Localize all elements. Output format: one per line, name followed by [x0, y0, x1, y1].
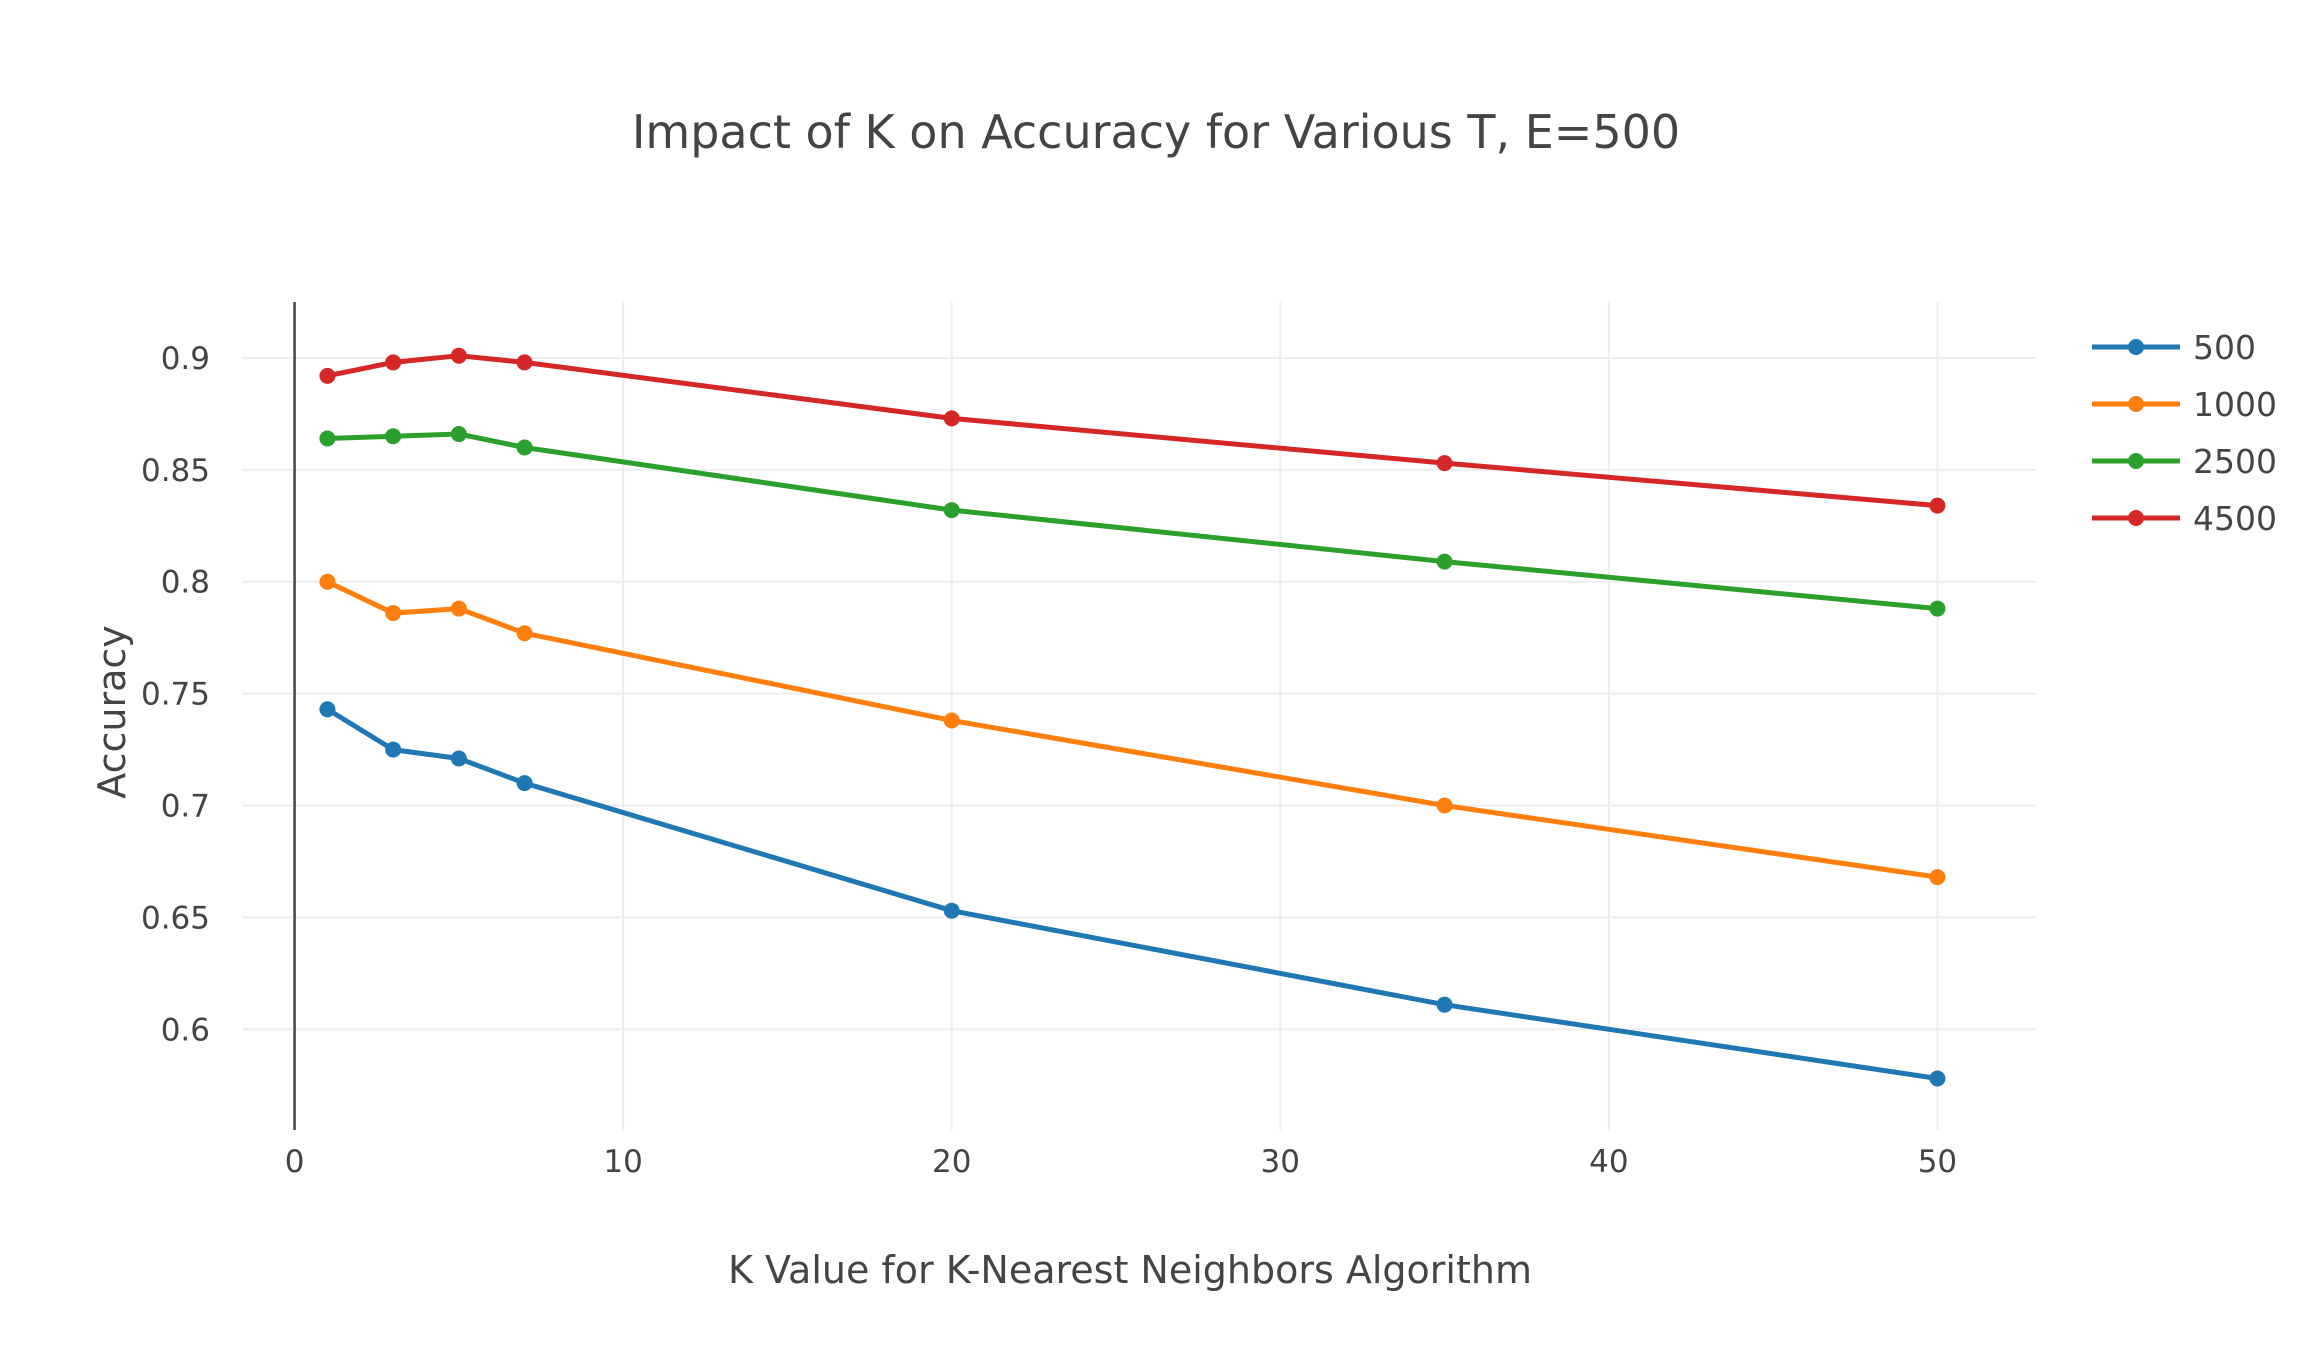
data-point	[319, 430, 336, 447]
data-point	[385, 605, 402, 622]
legend-item: 2500	[2092, 442, 2277, 481]
data-point	[1436, 455, 1453, 472]
data-point	[1436, 553, 1453, 570]
legend-swatch-marker	[2128, 453, 2144, 469]
series-line	[326, 707, 1938, 1081]
data-point	[385, 741, 402, 758]
x-tick-label: 20	[932, 1144, 971, 1180]
y-tick-label: 0.75	[141, 677, 210, 713]
series-1000	[319, 573, 1946, 886]
legend-label: 500	[2193, 328, 2256, 367]
legend-label: 2500	[2193, 442, 2277, 481]
legend-label: 4500	[2193, 499, 2277, 538]
series-2500	[319, 426, 1946, 617]
data-point	[450, 750, 467, 767]
legend-item: 4500	[2092, 499, 2277, 538]
legend-swatch-marker	[2128, 396, 2144, 412]
x-tick-label: 30	[1261, 1144, 1300, 1180]
data-point	[516, 354, 533, 371]
series-4500	[319, 347, 1946, 514]
legend-swatch-marker	[2128, 339, 2144, 355]
axes: 0.6 0.65 0.7 0.75 0.8 0.85 0.9 0 10 20 30 40 50	[141, 302, 1957, 1180]
data-point	[450, 347, 467, 364]
legend-swatch-marker	[2128, 510, 2144, 526]
data-point	[1929, 600, 1946, 617]
data-point	[450, 600, 467, 617]
data-point	[943, 902, 960, 919]
data-point	[319, 701, 336, 718]
chart-title: Impact of K on Accuracy for Various T, E…	[632, 105, 1680, 159]
y-tick-label: 0.65	[141, 900, 210, 936]
y-tick-label: 0.7	[161, 789, 210, 825]
data-point	[516, 775, 533, 792]
series-500	[319, 701, 1946, 1087]
data-point	[516, 439, 533, 456]
data-point	[516, 625, 533, 642]
gridlines	[242, 302, 2036, 1130]
data-point	[943, 410, 960, 427]
data-point	[1929, 869, 1946, 886]
data-point	[1929, 497, 1946, 514]
legend: 500 1000 2500 4500	[2092, 328, 2277, 538]
data-point	[1436, 797, 1453, 814]
x-tick-label: 10	[603, 1144, 642, 1180]
data-point	[385, 354, 402, 371]
x-axis-title: K Value for K-Nearest Neighbors Algorith…	[728, 1248, 1532, 1292]
legend-item: 1000	[2092, 385, 2277, 424]
x-tick-label: 50	[1918, 1144, 1957, 1180]
y-tick-label: 0.85	[141, 453, 210, 489]
data-point	[450, 426, 467, 443]
data-point	[319, 573, 336, 590]
data-point	[319, 367, 336, 384]
legend-item: 500	[2092, 328, 2256, 367]
y-axis-title: Accuracy	[90, 625, 134, 799]
data-point	[943, 712, 960, 729]
legend-label: 1000	[2193, 385, 2277, 424]
data-point	[1436, 996, 1453, 1013]
x-tick-label: 40	[1589, 1144, 1628, 1180]
series-line	[326, 579, 1938, 880]
y-tick-label: 0.6	[161, 1012, 210, 1048]
data-point	[385, 428, 402, 445]
plot-area	[319, 347, 1946, 1087]
data-point	[943, 502, 960, 519]
series-line	[326, 353, 1938, 509]
data-point	[1929, 1070, 1946, 1087]
y-tick-label: 0.8	[161, 565, 210, 601]
x-tick-label: 0	[285, 1144, 305, 1180]
y-tick-label: 0.9	[161, 341, 210, 377]
